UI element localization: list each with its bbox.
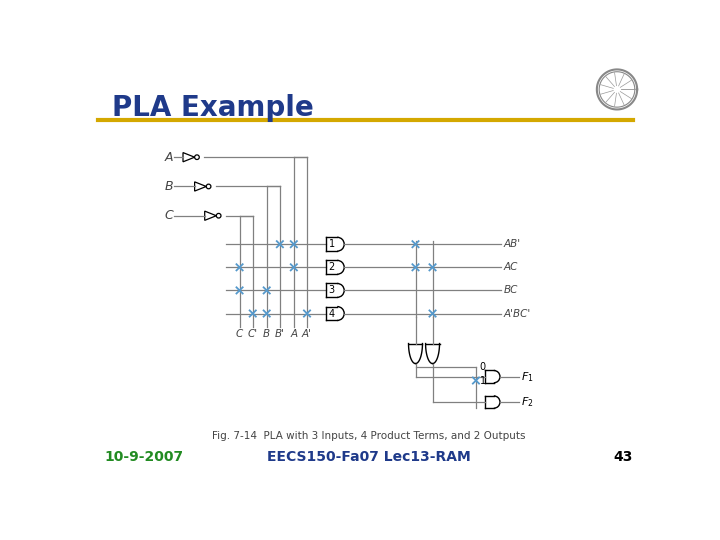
Text: PLA Example: PLA Example — [112, 94, 313, 122]
Text: A: A — [164, 151, 173, 164]
Text: Fig. 7-14  PLA with 3 Inputs, 4 Product Terms, and 2 Outputs: Fig. 7-14 PLA with 3 Inputs, 4 Product T… — [212, 430, 526, 441]
Text: A: A — [290, 329, 297, 339]
Text: C': C' — [248, 329, 258, 339]
Text: EECS150-Fa07 Lec13-RAM: EECS150-Fa07 Lec13-RAM — [267, 450, 471, 464]
Text: 1: 1 — [480, 375, 486, 386]
Text: A'BC': A'BC' — [504, 308, 531, 319]
Text: 1: 1 — [329, 239, 335, 249]
Text: 2: 2 — [328, 262, 335, 272]
Text: AC: AC — [504, 262, 518, 272]
Text: 10-9-2007: 10-9-2007 — [104, 450, 183, 464]
Text: 43: 43 — [613, 450, 632, 464]
Text: B': B' — [275, 329, 285, 339]
Text: B: B — [164, 180, 173, 193]
Text: AB': AB' — [504, 239, 521, 249]
Text: 0: 0 — [480, 362, 486, 373]
Text: B: B — [263, 329, 270, 339]
Text: $F_1$: $F_1$ — [521, 370, 534, 383]
Text: BC: BC — [504, 286, 518, 295]
Text: $F_2$: $F_2$ — [521, 395, 534, 409]
Text: 4: 4 — [329, 308, 335, 319]
Text: A': A' — [302, 329, 312, 339]
Text: C: C — [164, 209, 173, 222]
Text: C: C — [236, 329, 243, 339]
Text: 3: 3 — [329, 286, 335, 295]
